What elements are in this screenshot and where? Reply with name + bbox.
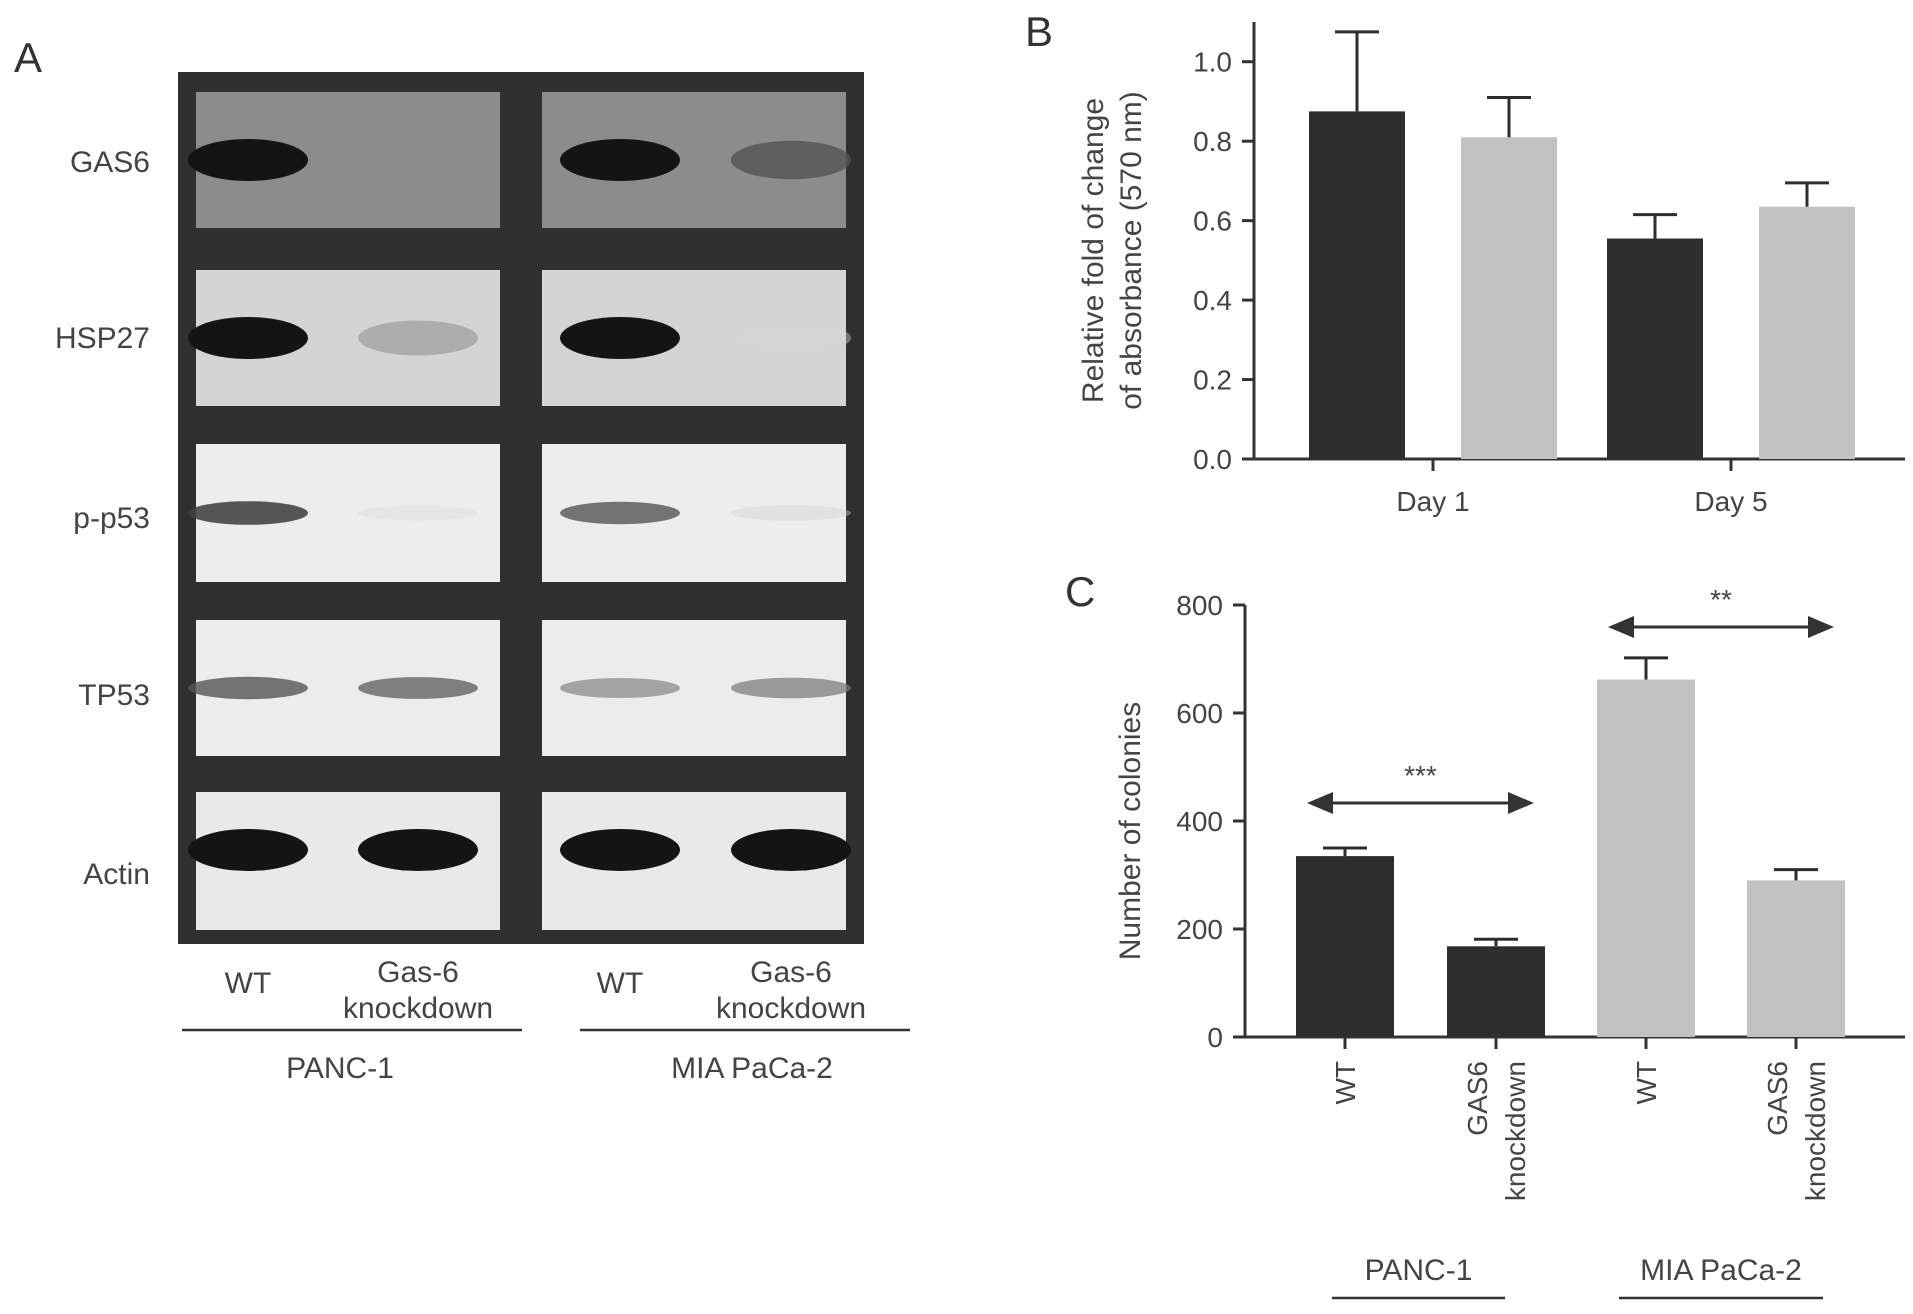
- chart-c-bar: [1296, 856, 1394, 1037]
- blot-band-tp53-panc1-knockdown: [358, 677, 478, 699]
- significance-label: **: [1710, 584, 1732, 615]
- blot-band-actin-panc1-wt: [188, 828, 308, 871]
- chart-b-x-tick-label: Day 1: [1396, 486, 1469, 517]
- chart-c-bar: [1597, 679, 1695, 1037]
- chart-c-x-tick-label: knockdown: [1500, 1061, 1531, 1201]
- cell-line-label-mia: MIA PaCa-2: [671, 1052, 833, 1085]
- lane-label-knockdown-mia: knockdown: [716, 992, 866, 1025]
- blot-band-tp53-mia-wt: [560, 678, 680, 698]
- chart-c-y-axis-label: Number of colonies: [1114, 702, 1147, 960]
- chart-b-y-axis-label-line1: Relative fold of change: [1077, 98, 1110, 403]
- chart-b-bar: [1309, 111, 1405, 460]
- significance-arrowhead-left: [1307, 792, 1333, 814]
- chart-c-x-tick-label: WT: [1330, 1061, 1361, 1105]
- chart-b-x-ticks: Day 1 Day 5: [1396, 459, 1768, 517]
- blot-band-gas6-panc1-knockdown: [358, 142, 478, 178]
- protein-label-gas6: GAS6: [70, 146, 150, 179]
- significance-arrowhead-right: [1508, 792, 1534, 814]
- chart-b-bar: [1759, 206, 1855, 459]
- lane-labels: WT Gas-6 knockdown WT Gas-6 knockdown: [225, 956, 866, 1025]
- significance-arrowhead-right: [1808, 616, 1834, 638]
- blot-bands: [188, 139, 851, 871]
- chart-b-y-tick-label: 0.2: [1193, 365, 1232, 396]
- significance-label: ***: [1404, 760, 1437, 791]
- chart-c-y-ticks: 0 200 400 600 800: [1176, 590, 1245, 1053]
- western-blot: [178, 72, 864, 944]
- chart-b-y-tick-label: 0.8: [1193, 126, 1232, 157]
- panel-label-b: B: [1025, 8, 1053, 55]
- chart-c-bars: [1296, 656, 1845, 1037]
- blot-band-hsp27-panc1-wt: [188, 317, 308, 359]
- chart-c-groups: PANC-1 MIA PaCa-2: [1332, 1254, 1823, 1300]
- chart-b-y-tick-label: 0.0: [1193, 444, 1232, 475]
- chart-c-y-tick-label: 800: [1176, 590, 1223, 621]
- blot-band-hsp27-mia-knockdown: [731, 322, 851, 354]
- chart-b-bar: [1461, 137, 1557, 459]
- chart-c-x-tick-label: GAS6: [1462, 1061, 1493, 1136]
- lane-label-knockdown-panc1: knockdown: [343, 992, 493, 1025]
- chart-c-y-tick-label: 400: [1176, 806, 1223, 837]
- chart-c-x-tick-label: WT: [1631, 1061, 1662, 1105]
- chart-b-y-tick-label: 0.6: [1193, 206, 1232, 237]
- chart-b-bar: [1607, 238, 1703, 459]
- chart-b-y-ticks: 0.0 0.2 0.4 0.6 0.8 1.0: [1193, 47, 1254, 475]
- protein-labels: GAS6 HSP27 p-p53 TP53 Actin: [55, 146, 150, 891]
- protein-label-actin: Actin: [83, 858, 150, 891]
- chart-b-x-tick-label: Day 5: [1694, 486, 1767, 517]
- protein-label-hsp27: HSP27: [55, 322, 150, 355]
- blot-band-tp53-mia-knockdown: [731, 677, 851, 699]
- protein-label-p-p53: p-p53: [73, 502, 150, 535]
- blot-band-tp53-panc1-wt: [188, 676, 308, 700]
- blot-band-p-p53-panc1-knockdown: [358, 505, 478, 521]
- chart-c-significance: *****: [1307, 584, 1834, 814]
- chart-b-y-tick-label: 1.0: [1193, 47, 1232, 78]
- blot-band-actin-mia-wt: [560, 828, 680, 871]
- blot-band-actin-panc1-knockdown: [358, 828, 478, 871]
- blot-band-gas6-panc1-wt: [188, 139, 308, 181]
- chart-c-x-tick-label: GAS6: [1762, 1061, 1793, 1136]
- lane-label-wt-mia: WT: [597, 967, 644, 1000]
- chart-c-bar: [1747, 880, 1845, 1037]
- blot-band-p-p53-mia-knockdown: [731, 505, 851, 521]
- blot-band-gas6-mia-knockdown: [731, 140, 851, 180]
- blot-band-p-p53-panc1-wt: [188, 501, 308, 525]
- chart-b: 0.0 0.2 0.4 0.6 0.8 1.0 Day 1 Day 5 Relative f…: [1077, 22, 1905, 517]
- blot-band-actin-mia-knockdown: [731, 828, 851, 871]
- significance-arrowhead-left: [1608, 616, 1634, 638]
- cell-line-label-panc1: PANC-1: [286, 1052, 394, 1085]
- lane-label-gas6-panc1: Gas-6: [377, 956, 459, 989]
- chart-b-y-axis-label-line2: of absorbance (570 nm): [1115, 91, 1148, 410]
- chart-c-group-label: PANC-1: [1365, 1254, 1473, 1287]
- blot-band-hsp27-mia-wt: [560, 317, 680, 359]
- panel-label-a: A: [14, 34, 42, 81]
- lane-label-wt-panc1: WT: [225, 967, 272, 1000]
- lane-label-gas6-mia: Gas-6: [750, 956, 832, 989]
- chart-c-group-label: MIA PaCa-2: [1640, 1254, 1802, 1287]
- chart-c-y-tick-label: 200: [1176, 914, 1223, 945]
- chart-b-y-tick-label: 0.4: [1193, 285, 1232, 316]
- blot-band-p-p53-mia-wt: [560, 501, 680, 525]
- protein-label-tp53: TP53: [78, 679, 150, 712]
- chart-c-x-ticks: WT GAS6 knockdown WT GAS6 knockdown: [1330, 1037, 1831, 1201]
- panel-label-c: C: [1065, 568, 1095, 615]
- chart-c-y-tick-label: 600: [1176, 698, 1223, 729]
- chart-c-y-tick-label: 0: [1207, 1022, 1223, 1053]
- blot-band-gas6-mia-wt: [560, 139, 680, 181]
- blot-band-hsp27-panc1-knockdown: [358, 320, 478, 356]
- chart-c-x-tick-label: knockdown: [1800, 1061, 1831, 1201]
- chart-c-bar: [1447, 946, 1545, 1037]
- chart-b-bars: [1309, 30, 1855, 460]
